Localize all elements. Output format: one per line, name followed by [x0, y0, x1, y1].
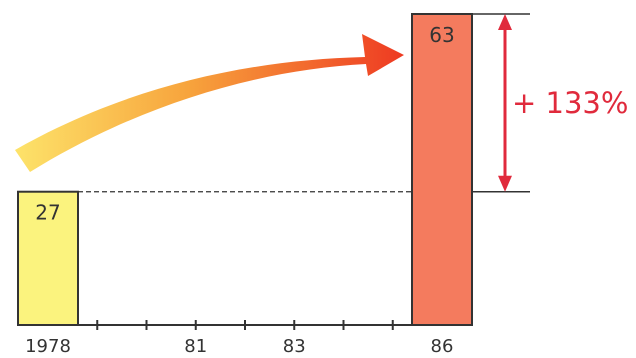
- annotation-arrow-head-down: [498, 175, 512, 192]
- x-axis-tick-labels: 1978 81 83 86: [25, 336, 453, 357]
- bar-86: [411, 13, 473, 326]
- growth-arrow: [15, 34, 404, 172]
- x-tick-label-83: 83: [283, 336, 306, 357]
- x-tick-label-81: 81: [184, 336, 207, 357]
- x-tick-label-1978: 1978: [25, 336, 71, 357]
- x-axis-ticks: [96, 320, 394, 330]
- annotation-change-label: + 133%: [512, 86, 628, 120]
- bar-1978: [17, 190, 79, 326]
- x-tick-label-86: 86: [431, 336, 454, 357]
- change-annotation: + 133%: [472, 13, 628, 193]
- annotation-arrow-head-up: [498, 14, 512, 30]
- bars-group: 27 63: [17, 13, 473, 326]
- bar-value-label-1978: 27: [35, 201, 60, 225]
- bar-value-label-86: 63: [429, 23, 454, 47]
